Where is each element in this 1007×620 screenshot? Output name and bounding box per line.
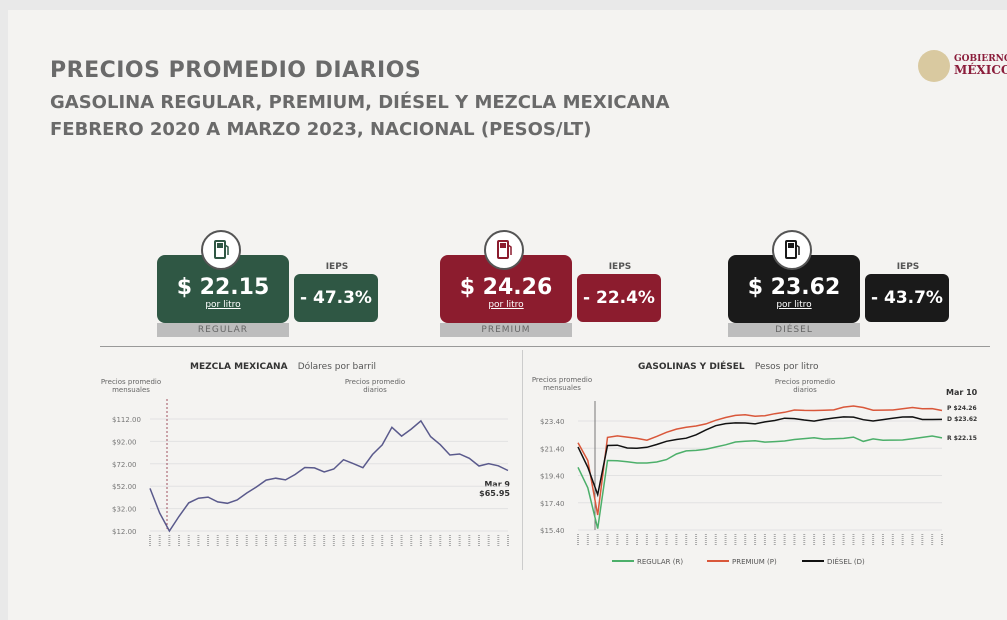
- series-line-regular-r-: [577, 435, 943, 529]
- seal-icon: [918, 50, 950, 82]
- ieps-discount: - 22.4%: [577, 274, 661, 322]
- end-label: P $24.26: [947, 405, 977, 412]
- ieps-label: IEPS: [608, 262, 632, 272]
- legend-label: REGULAR (R): [637, 558, 683, 566]
- price-value: $ 23.62: [747, 275, 841, 300]
- fuel-pump-icon: [484, 230, 524, 270]
- chart1-title: MEZCLA MEXICANA Dólares por barril: [190, 362, 376, 372]
- price-unit: por litro: [205, 300, 241, 310]
- chart2-note-right: Precios promedio diarios: [774, 378, 836, 394]
- y-tick-label: $17.40: [540, 500, 565, 508]
- y-tick-label: $19.40: [540, 473, 565, 481]
- y-tick-label: $12.00: [112, 528, 137, 536]
- divider: [522, 350, 523, 570]
- end-label: D $23.62: [947, 416, 977, 423]
- page-title: PRECIOS PROMEDIO DIARIOS: [50, 58, 422, 83]
- gobierno-logo: GOBIERNO MÉXICO: [918, 50, 1007, 82]
- price-unit: por litro: [488, 300, 524, 310]
- ieps-discount: - 43.7%: [865, 274, 949, 322]
- series-line-mezcla: [149, 419, 509, 533]
- y-tick-label: $21.40: [540, 445, 565, 453]
- y-tick-label: $72.00: [112, 461, 137, 469]
- fuel-name: PREMIUM: [440, 323, 572, 337]
- chart1-note-left: Precios promedio mensuales: [100, 378, 162, 394]
- page-subtitle: GASOLINA REGULAR, PREMIUM, DIÉSEL Y MEZC…: [50, 92, 670, 113]
- legend-label: DIÉSEL (D): [827, 557, 865, 566]
- series-line-di-sel-d-: [577, 416, 943, 498]
- fuel-pump-icon: [201, 230, 241, 270]
- fuel-name: DIÉSEL: [728, 323, 860, 337]
- series-line-premium-p-: [577, 405, 943, 516]
- y-tick-label: $52.00: [112, 483, 137, 491]
- ieps-label: IEPS: [896, 262, 920, 272]
- y-tick-label: $112.00: [112, 416, 141, 424]
- ieps-label: IEPS: [325, 262, 349, 272]
- chart2-title: GASOLINAS Y DIÉSEL Pesos por litro: [638, 362, 819, 372]
- price-card-1: $ 24.26 por litro: [440, 255, 572, 323]
- chart1-note-right: Precios promedio diarios: [344, 378, 406, 394]
- chart2-annotation-date: Mar 10: [946, 388, 978, 397]
- ieps-discount: - 47.3%: [294, 274, 378, 322]
- price-value: $ 24.26: [459, 275, 553, 300]
- end-label: R $22.15: [947, 435, 977, 442]
- price-value: $ 22.15: [176, 275, 270, 300]
- price-unit: por litro: [776, 300, 812, 310]
- legend-label: PREMIUM (P): [732, 558, 777, 566]
- page-period: FEBRERO 2020 A MARZO 2023, NACIONAL (PES…: [50, 119, 592, 140]
- y-tick-label: $92.00: [112, 438, 137, 446]
- chart2-note-left: Precios promedio mensuales: [531, 376, 593, 392]
- chart1-annotation: Mar 9 $65.95: [479, 480, 510, 498]
- y-tick-label: $15.40: [540, 527, 565, 535]
- y-tick-label: $23.40: [540, 418, 565, 426]
- fuel-name: REGULAR: [157, 323, 289, 337]
- fuel-pump-icon: [772, 230, 812, 270]
- y-tick-label: $32.00: [112, 506, 137, 514]
- divider: [100, 346, 990, 347]
